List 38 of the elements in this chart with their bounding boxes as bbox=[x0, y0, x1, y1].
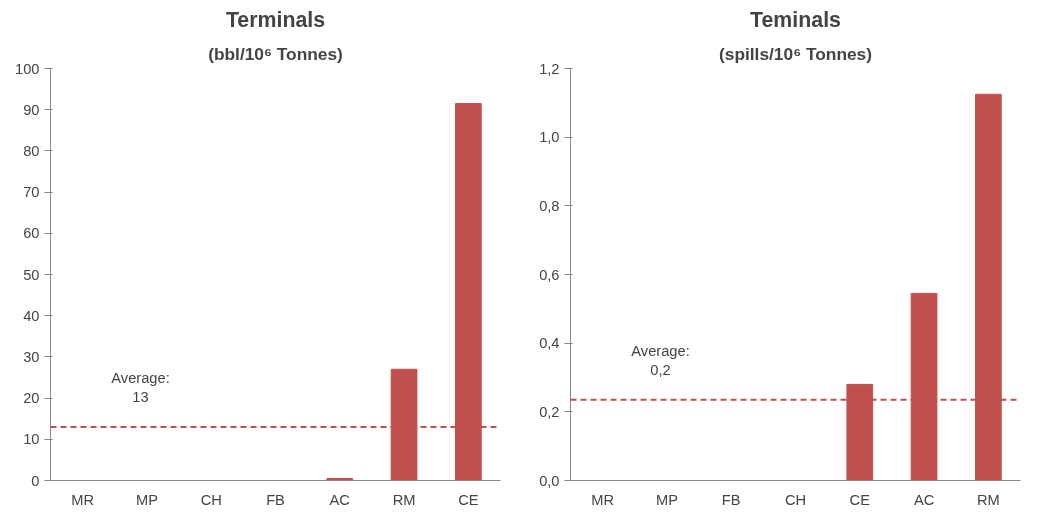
y-tick-label: 1,2 bbox=[539, 60, 560, 77]
y-tick-label: 0,0 bbox=[539, 472, 560, 489]
chart-title: Terminals bbox=[225, 7, 326, 32]
x-tick-label: RM bbox=[976, 491, 1000, 508]
x-tick-label: CH bbox=[200, 491, 222, 508]
chart-title: Teminals bbox=[750, 7, 841, 32]
y-tick-label: 60 bbox=[23, 225, 40, 242]
x-tick-label: MR bbox=[71, 491, 95, 508]
y-tick-label: 0 bbox=[31, 472, 40, 489]
y-tick-label: 0,6 bbox=[539, 266, 560, 283]
x-tick-label: MP bbox=[655, 491, 678, 508]
x-tick-label: MR bbox=[591, 491, 615, 508]
chart-subtitle: (spills/10⁶ Tonnes) bbox=[718, 43, 873, 64]
x-tick-label: FB bbox=[266, 491, 285, 508]
x-tick-label: CH bbox=[784, 491, 807, 508]
y-tick-label: 100 bbox=[15, 60, 40, 77]
y-tick-label: 10 bbox=[23, 431, 40, 448]
y-tick-label: 80 bbox=[23, 142, 40, 159]
ref-line-label: Average: 13 bbox=[111, 369, 170, 405]
y-tick-label: 90 bbox=[23, 101, 40, 118]
y-tick-label: 1,0 bbox=[539, 129, 560, 146]
x-tick-label: CE bbox=[458, 491, 479, 508]
y-tick-label: 70 bbox=[23, 184, 40, 201]
x-tick-label: CE bbox=[849, 491, 871, 508]
x-tick-label: MP bbox=[135, 491, 158, 508]
x-tick-label: AC bbox=[329, 491, 351, 508]
chart-subtitle: (bbl/10⁶ Tonnes) bbox=[208, 43, 343, 64]
y-tick-label: 0,4 bbox=[539, 335, 560, 352]
y-tick-label: 40 bbox=[23, 307, 40, 324]
y-tick-label: 0,2 bbox=[539, 403, 560, 420]
x-tick-label: AC bbox=[913, 491, 935, 508]
y-tick-label: 30 bbox=[23, 348, 40, 365]
x-tick-label: FB bbox=[721, 491, 741, 508]
x-tick-label: RM bbox=[392, 491, 416, 508]
ref-line-label: Average: 0,2 bbox=[631, 342, 690, 378]
y-tick-label: 0,8 bbox=[539, 197, 560, 214]
y-tick-label: 50 bbox=[23, 266, 40, 283]
y-tick-label: 20 bbox=[23, 390, 40, 407]
